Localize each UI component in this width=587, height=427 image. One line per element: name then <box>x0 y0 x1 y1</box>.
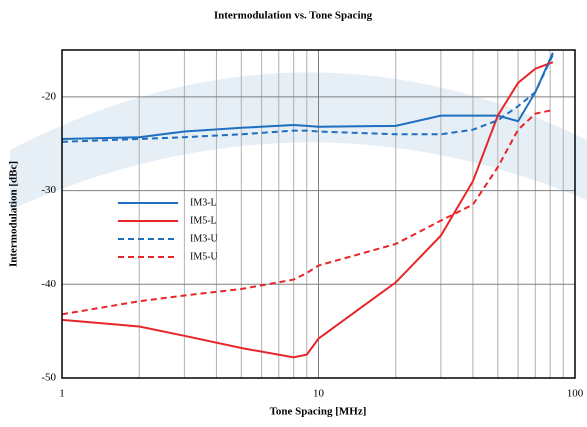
grid <box>61 50 576 379</box>
legend-label: IM3-U <box>190 233 219 244</box>
series-line <box>61 52 554 140</box>
y-tick-label: -40 <box>41 278 56 290</box>
legend-label: IM3-L <box>190 197 217 208</box>
watermark <box>10 72 587 211</box>
lines <box>61 52 554 359</box>
x-axis-label: Tone Spacing [MHz] <box>270 406 367 418</box>
y-tick-label: -20 <box>41 90 56 102</box>
chart-title: Intermodulation vs. Tone Spacing <box>214 10 373 22</box>
x-tick-label: 10 <box>313 388 325 400</box>
x-tick-label: 1 <box>59 388 65 400</box>
series-line <box>61 61 554 359</box>
y-tick-label: -30 <box>41 184 56 196</box>
plot-frame <box>61 49 576 379</box>
legend: IM3-L IM5-L IM3-U IM5-U <box>118 197 219 262</box>
y-axis-label: Intermodulation [dBc] <box>8 161 20 267</box>
y-tick-label: -50 <box>41 372 56 384</box>
legend-label: IM5-L <box>190 215 217 226</box>
x-tick-label: 100 <box>567 388 584 400</box>
series-line <box>61 54 554 143</box>
legend-label: IM5-U <box>190 251 219 262</box>
series-line <box>61 109 554 316</box>
